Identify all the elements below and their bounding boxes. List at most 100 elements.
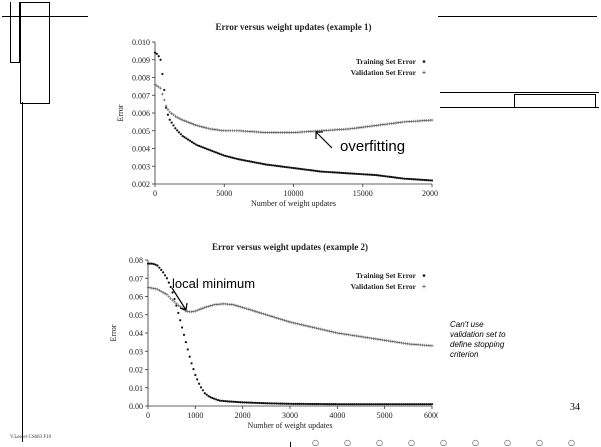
data-point-validation	[161, 291, 165, 294]
data-point-validation	[311, 325, 315, 329]
data-point-training	[397, 176, 400, 180]
data-point-training	[364, 173, 367, 176]
data-point-training	[246, 159, 249, 163]
data-point-validation	[305, 324, 309, 328]
data-point-training	[222, 154, 225, 157]
data-point-training	[310, 169, 314, 172]
data-point-validation	[201, 125, 205, 129]
data-point-training	[330, 403, 333, 406]
data-point-training	[314, 169, 317, 172]
data-point-training	[370, 403, 373, 406]
data-point-training	[162, 271, 165, 274]
data-point-training	[228, 400, 231, 403]
data-point-training	[188, 355, 191, 358]
data-point-training	[349, 403, 352, 406]
data-point-training	[372, 403, 375, 406]
data-point-validation	[332, 330, 335, 334]
data-point-training	[373, 173, 376, 177]
annotation-overfitting: overfitting	[340, 138, 406, 155]
data-point-validation	[294, 321, 298, 325]
data-point-training	[161, 72, 164, 76]
data-point-training	[232, 400, 235, 403]
data-point-training	[187, 138, 190, 141]
data-point-training	[229, 156, 232, 159]
data-point-validation	[233, 303, 237, 307]
data-point-training	[170, 121, 173, 124]
data-point-validation	[179, 117, 183, 121]
legend-label: Validation Set Error	[351, 282, 417, 291]
legend-marker-dot	[422, 60, 426, 63]
data-point-training	[288, 402, 292, 405]
data-point-validation	[166, 108, 170, 111]
data-point-training	[194, 143, 197, 146]
data-point-training	[165, 277, 169, 280]
data-point-validation	[282, 318, 286, 322]
decor-circle-icon: ○	[376, 438, 383, 447]
x-axis-label: Number of weight updates	[247, 421, 332, 430]
data-point-training	[279, 165, 282, 168]
data-point-training	[320, 170, 323, 173]
data-point-validation	[313, 326, 317, 330]
data-point-validation	[157, 288, 161, 292]
data-point-training	[402, 403, 405, 406]
data-point-training	[179, 319, 182, 322]
data-point-training	[201, 389, 205, 392]
template-vline-left	[22, 102, 23, 442]
data-point-training	[419, 403, 422, 406]
data-point-training	[181, 134, 184, 138]
data-point-training	[353, 403, 356, 406]
data-point-training	[159, 58, 162, 61]
data-point-validation	[246, 307, 250, 311]
y-tick-label: 0.02	[129, 366, 143, 375]
data-point-validation	[315, 326, 318, 330]
data-point-training	[405, 177, 408, 180]
data-point-training	[160, 268, 163, 271]
data-point-training	[216, 152, 219, 155]
data-point-training	[262, 163, 266, 166]
data-point-validation	[292, 321, 296, 325]
data-point-training	[243, 401, 246, 404]
data-point-training	[398, 403, 401, 406]
data-point-training	[196, 144, 199, 147]
data-point-training	[338, 171, 341, 174]
data-point-training	[362, 173, 365, 176]
data-point-training	[158, 266, 161, 269]
data-point-training	[214, 151, 218, 154]
data-point-training	[201, 146, 205, 149]
data-point-training	[200, 145, 203, 148]
data-point-training	[332, 403, 335, 406]
data-point-training	[262, 402, 265, 405]
data-point-training	[163, 274, 167, 277]
data-point-training	[215, 398, 218, 401]
footer-text: V.Lesser CS683 F10	[10, 435, 52, 440]
data-point-validation	[203, 306, 207, 309]
data-point-training	[177, 311, 180, 315]
data-point-training	[241, 401, 244, 404]
data-point-training	[213, 397, 216, 400]
data-point-training	[264, 163, 267, 166]
data-point-training	[375, 403, 379, 406]
data-point-training	[313, 402, 316, 406]
chart-title: Error versus weight updates (example 1)	[216, 22, 372, 32]
data-point-validation	[205, 126, 209, 130]
data-point-validation	[328, 329, 332, 333]
data-point-training	[430, 403, 434, 406]
data-point-training	[395, 176, 399, 179]
data-point-training	[150, 262, 153, 265]
data-point-training	[238, 158, 242, 161]
data-point-training	[393, 403, 396, 406]
data-point-training	[174, 127, 177, 130]
series-validation	[146, 285, 434, 348]
data-point-validation	[159, 86, 162, 90]
data-point-training	[297, 167, 301, 170]
data-point-training	[269, 402, 273, 405]
data-point-validation	[146, 285, 150, 289]
data-point-training	[271, 402, 275, 405]
data-point-training	[381, 174, 384, 177]
data-point-validation	[201, 306, 205, 310]
legend-marker-plus	[422, 70, 426, 75]
data-point-training	[218, 152, 221, 155]
data-point-training	[212, 150, 216, 153]
data-point-validation	[303, 324, 307, 327]
data-point-training	[323, 170, 326, 173]
